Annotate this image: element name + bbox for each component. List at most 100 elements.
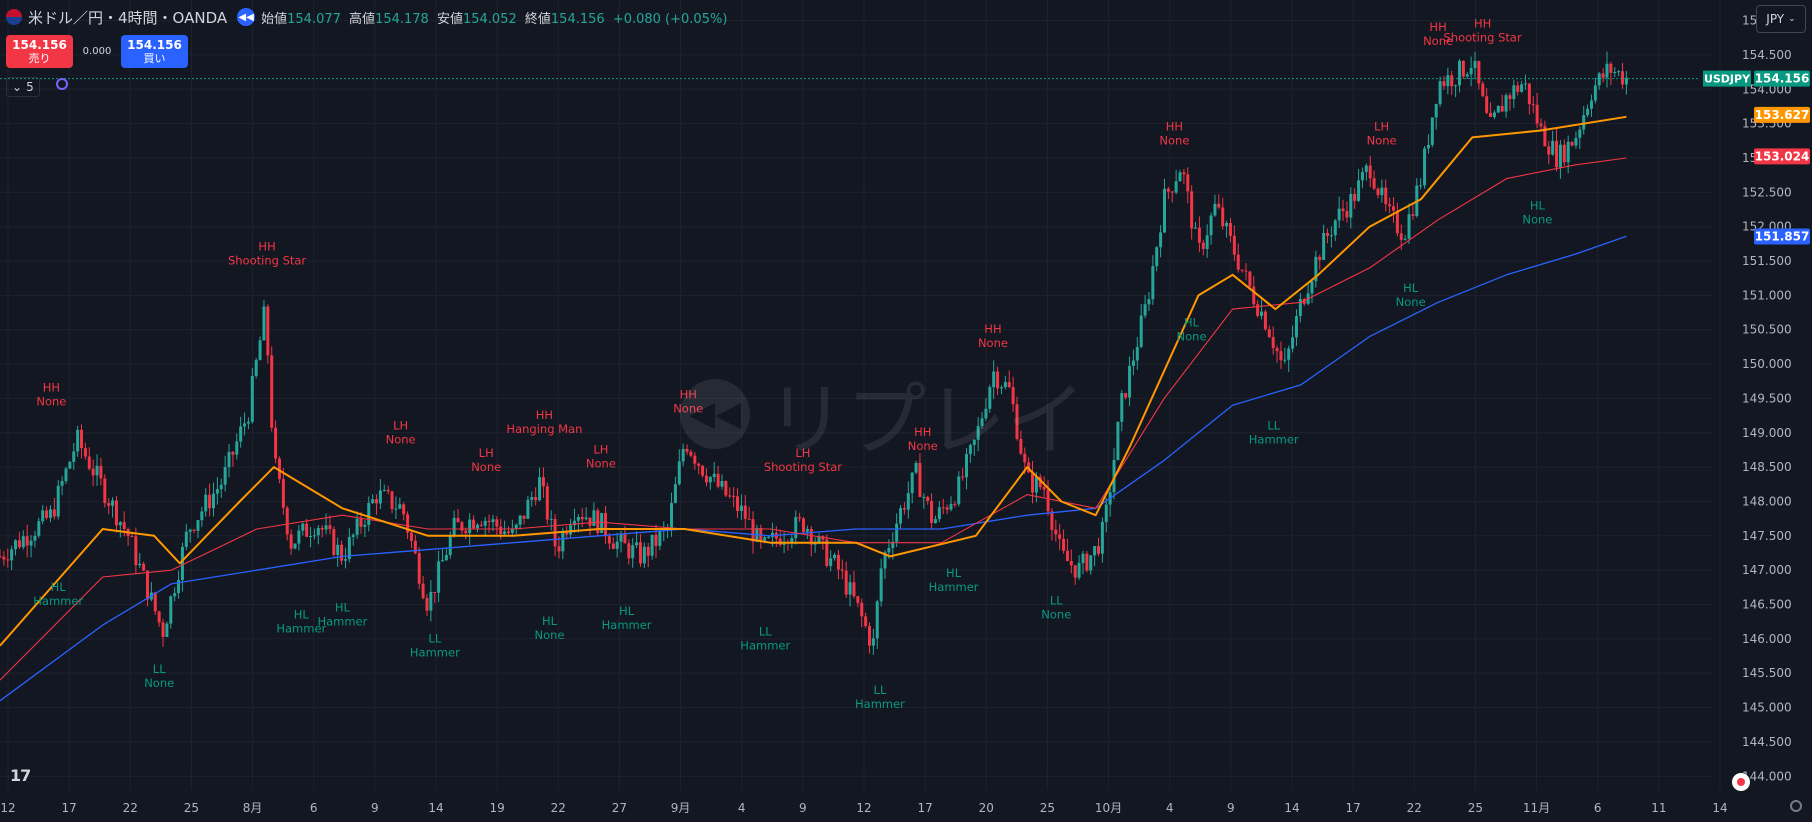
candle-down bbox=[1516, 85, 1520, 92]
candle-down bbox=[1170, 191, 1174, 193]
record-icon[interactable] bbox=[1732, 773, 1750, 791]
x-tick-label: 17 bbox=[1346, 801, 1361, 815]
candle-down bbox=[1527, 83, 1531, 105]
candle-down bbox=[274, 427, 278, 459]
candle-down bbox=[1442, 81, 1446, 87]
candle-up bbox=[1504, 95, 1508, 112]
candle-down bbox=[736, 496, 740, 511]
candle-down bbox=[208, 494, 212, 509]
candle-up bbox=[1194, 227, 1198, 229]
pattern-annotation: LH None bbox=[471, 446, 501, 474]
candle-up bbox=[355, 518, 359, 535]
price-label bbox=[1754, 228, 1810, 245]
candle-up bbox=[949, 503, 953, 510]
candle-down bbox=[305, 523, 309, 537]
candle-up bbox=[1434, 104, 1438, 118]
indicators-count: 5 bbox=[26, 80, 34, 94]
annotation-line: HH bbox=[536, 408, 553, 422]
candle-up bbox=[29, 540, 33, 546]
candle-down bbox=[1065, 550, 1069, 562]
candle-up bbox=[673, 484, 677, 503]
tradingview-logo[interactable]: 17 bbox=[10, 766, 31, 785]
x-tick-label: 25 bbox=[1040, 801, 1055, 815]
candle-down bbox=[1073, 565, 1077, 578]
annotation-line: HL bbox=[542, 614, 558, 628]
candle-up bbox=[658, 531, 662, 546]
candle-down bbox=[545, 486, 549, 520]
spread-value: 0.000 bbox=[82, 46, 112, 57]
candle-up bbox=[1081, 553, 1085, 564]
candle-down bbox=[1489, 112, 1493, 118]
indicators-toggle[interactable]: ⌄ 5 bbox=[6, 77, 40, 97]
candle-down bbox=[495, 519, 499, 527]
candle-up bbox=[1147, 299, 1151, 305]
candle-up bbox=[475, 524, 479, 529]
candle-down bbox=[864, 616, 868, 626]
symbol-title[interactable]: 米ドル／円・4時間・OANDA bbox=[28, 8, 228, 27]
candle-down bbox=[798, 517, 802, 519]
candle-up bbox=[254, 360, 258, 376]
candle-up bbox=[1438, 81, 1442, 105]
replay-icon[interactable]: ◀◀ bbox=[237, 8, 256, 26]
candle-up bbox=[1034, 476, 1038, 493]
annotation-line: Hanging Man bbox=[506, 422, 582, 436]
candle-down bbox=[1096, 546, 1100, 554]
open-value: 154.077 bbox=[287, 11, 341, 27]
candle-down bbox=[231, 451, 235, 455]
candle-down bbox=[6, 559, 10, 561]
chevron-down-icon: ⌄ bbox=[12, 80, 23, 94]
candle-down bbox=[1384, 187, 1388, 205]
annotation-line: LH bbox=[393, 418, 408, 432]
candle-down bbox=[941, 507, 945, 509]
candle-down bbox=[604, 513, 608, 537]
candle-up bbox=[227, 451, 231, 468]
candle-up bbox=[1139, 315, 1143, 348]
settings-icon[interactable] bbox=[1790, 800, 1802, 812]
buy-price: 154.156 bbox=[127, 37, 182, 52]
candle-down bbox=[1318, 256, 1322, 260]
annotation-line: None bbox=[36, 395, 66, 409]
candle-down bbox=[1263, 311, 1267, 330]
annotation-line: HH bbox=[1474, 16, 1491, 30]
currency-select[interactable]: JPY ⌄ bbox=[1756, 5, 1806, 33]
candle-up bbox=[1423, 148, 1427, 186]
annotation-line: None bbox=[1177, 329, 1207, 343]
candle-down bbox=[417, 553, 421, 584]
candle-down bbox=[1201, 242, 1205, 249]
candle-down bbox=[1062, 538, 1066, 551]
y-tick-label: 149.000 bbox=[1742, 426, 1792, 440]
candle-down bbox=[421, 583, 425, 599]
candle-up bbox=[1291, 337, 1295, 349]
candle-down bbox=[114, 500, 118, 526]
candle-down bbox=[654, 534, 658, 546]
candle-up bbox=[510, 528, 514, 533]
pattern-annotation: HL Hammer bbox=[602, 604, 652, 632]
ma-mid-line bbox=[0, 157, 1627, 681]
candle-down bbox=[1267, 329, 1271, 338]
candle-up bbox=[1419, 185, 1423, 187]
sell-button[interactable]: 154.156 売り bbox=[6, 35, 73, 68]
candle-up bbox=[1597, 73, 1601, 86]
y-tick-label: 148.000 bbox=[1742, 494, 1792, 508]
candle-down bbox=[1031, 472, 1035, 493]
candle-down bbox=[565, 531, 569, 535]
candle-down bbox=[103, 478, 107, 504]
candle-down bbox=[1500, 106, 1504, 112]
candle-down bbox=[1054, 529, 1058, 535]
candle-up bbox=[1178, 172, 1182, 182]
candle-down bbox=[1038, 476, 1042, 488]
buy-button[interactable]: 154.156 買い bbox=[121, 35, 188, 68]
candle-up bbox=[118, 522, 122, 526]
x-tick-label: 14 bbox=[428, 801, 443, 815]
candle-up bbox=[301, 523, 305, 531]
candle-down bbox=[506, 531, 510, 533]
candle-down bbox=[332, 529, 336, 555]
x-tick-label: 17 bbox=[62, 801, 77, 815]
candle-down bbox=[1508, 95, 1512, 99]
close-label: 終値 bbox=[524, 11, 551, 27]
annotation-line: HL bbox=[1184, 315, 1200, 329]
annotation-line: LH bbox=[1374, 120, 1389, 134]
candle-down bbox=[1197, 227, 1201, 243]
